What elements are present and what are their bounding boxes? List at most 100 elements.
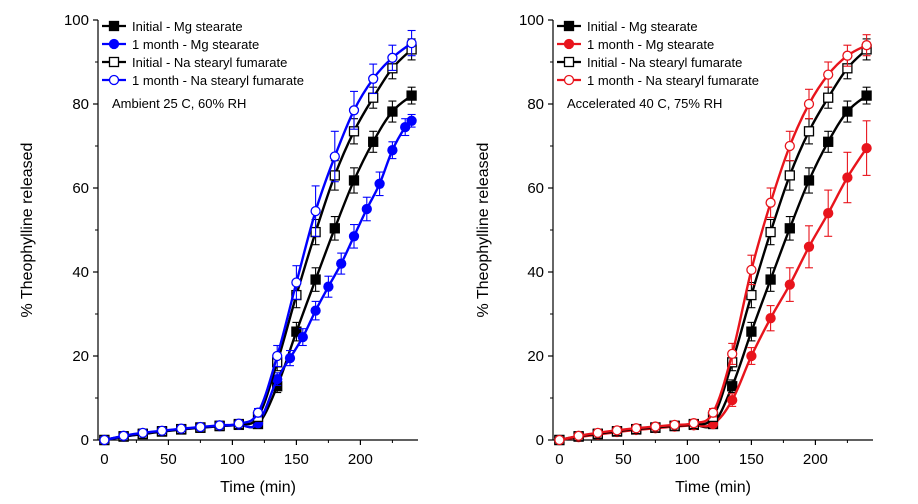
data-point <box>707 407 719 418</box>
data-point <box>336 258 347 269</box>
data-point <box>650 421 661 432</box>
y-tick-label: 60 <box>527 180 544 197</box>
data-point <box>406 115 417 126</box>
legend-entry: 1 month - Na stearyl fumarate <box>132 73 304 88</box>
data-point <box>823 69 834 80</box>
x-tick-label: 100 <box>220 451 245 468</box>
legend-marker <box>563 38 575 50</box>
series-0 <box>99 86 417 446</box>
data-point <box>368 73 379 84</box>
data-point <box>727 394 738 406</box>
data-point <box>297 331 308 343</box>
x-tick-label: 200 <box>348 451 373 468</box>
y-tick-label: 60 <box>72 180 89 197</box>
data-point <box>291 326 302 337</box>
legend-marker <box>108 38 120 50</box>
x-tick-label: 100 <box>675 451 700 468</box>
legend-entry: 1 month - Mg stearate <box>132 37 259 52</box>
legend-marker <box>563 20 575 32</box>
series-3 <box>99 29 417 446</box>
y-tick-label: 20 <box>72 348 89 365</box>
data-point <box>368 92 379 103</box>
legend: Initial - Mg stearate 1 month - Mg steara… <box>557 19 759 88</box>
data-point <box>842 172 853 183</box>
legend-entry: Initial - Na stearyl fumarate <box>132 55 287 70</box>
data-point <box>272 350 283 362</box>
series-line <box>559 94 868 442</box>
data-point <box>291 277 302 288</box>
data-point <box>746 326 757 337</box>
y-tick-label: 80 <box>72 96 89 113</box>
data-point <box>688 418 699 429</box>
data-point <box>400 121 411 133</box>
data-point <box>784 170 795 181</box>
data-point <box>252 407 264 418</box>
data-point <box>765 197 776 208</box>
data-point <box>387 52 398 63</box>
data-point <box>765 313 776 324</box>
x-tick-label: 0 <box>100 451 108 468</box>
data-point <box>137 427 148 439</box>
x-axis-label: Time (min) <box>220 479 296 496</box>
data-point <box>323 281 334 292</box>
data-point <box>784 223 795 234</box>
y-axis-label: % Theophylline released <box>475 143 492 318</box>
data-point <box>803 175 815 186</box>
data-point <box>348 175 360 186</box>
data-point <box>765 226 776 238</box>
data-point <box>387 145 398 156</box>
data-point <box>284 352 296 364</box>
data-point <box>861 90 872 101</box>
y-tick-label: 0 <box>81 432 89 449</box>
legend-entry: Initial - Mg stearate <box>132 19 243 34</box>
x-tick-label: 0 <box>555 451 563 468</box>
condition-annotation: Accelerated 40 C, 75% RH <box>567 96 722 111</box>
data-point <box>823 92 834 103</box>
series-1 <box>99 113 417 446</box>
data-point <box>746 264 757 276</box>
legend-marker <box>108 74 120 86</box>
legend-entry: Initial - Na stearyl fumarate <box>587 55 742 70</box>
y-tick-label: 100 <box>519 12 544 29</box>
data-point <box>348 231 360 242</box>
chart-panel-ambient: 0 20 40 60 80 100 0 50 100 150 200 Time (min) % Theo… <box>19 12 418 496</box>
data-point <box>99 434 110 446</box>
data-point <box>823 136 834 147</box>
data-point <box>842 50 853 61</box>
y-tick-label: 100 <box>64 12 89 29</box>
x-axis-label: Time (min) <box>675 479 751 496</box>
y-tick-label: 20 <box>527 348 544 365</box>
data-point <box>611 425 623 436</box>
legend: Initial - Mg stearate 1 month - Mg steara… <box>102 19 304 88</box>
legend-entry: 1 month - Mg stearate <box>587 37 714 52</box>
x-tick-label: 150 <box>284 451 309 468</box>
data-point <box>631 423 642 434</box>
legend-entry: Initial - Mg stearate <box>587 19 698 34</box>
data-point <box>374 178 385 189</box>
data-point <box>765 274 776 285</box>
x-tick-label: 200 <box>803 451 828 468</box>
data-point <box>233 418 244 429</box>
data-point <box>368 136 379 147</box>
data-point <box>156 425 168 436</box>
data-point <box>842 106 853 117</box>
condition-annotation: Ambient 25 C, 60% RH <box>112 96 246 111</box>
series-1 <box>554 120 872 446</box>
series-line <box>104 119 413 442</box>
data-point <box>348 105 360 116</box>
x-tick-label: 50 <box>160 451 177 468</box>
legend-entry: 1 month - Na stearyl fumarate <box>587 73 759 88</box>
y-tick-label: 40 <box>72 264 89 281</box>
data-point <box>361 203 372 215</box>
data-point <box>746 289 757 301</box>
legend-marker <box>563 74 575 86</box>
series-0 <box>554 86 872 446</box>
data-point <box>310 205 321 217</box>
data-point <box>387 106 398 117</box>
data-point <box>329 223 340 234</box>
data-point <box>554 434 565 446</box>
legend-marker <box>108 56 120 68</box>
y-axis-label: % Theophylline released <box>19 143 36 318</box>
data-point <box>592 427 603 439</box>
